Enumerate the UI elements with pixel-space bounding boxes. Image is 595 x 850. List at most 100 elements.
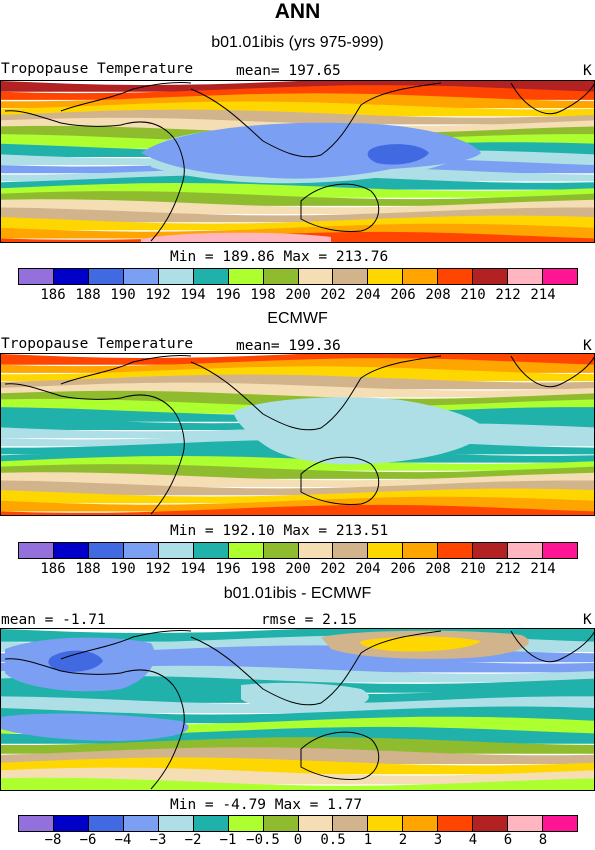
- colorbar-tick-label: −8: [44, 832, 62, 848]
- panel3-features: [1, 630, 529, 741]
- colorbar-tick-label: −2: [184, 832, 202, 848]
- colorbar-swatch: [333, 816, 369, 831]
- panel3-colorbar: [18, 815, 578, 832]
- panel2-features: [233, 397, 487, 465]
- colorbar-tick-label: 0: [293, 832, 303, 848]
- panel1-coastlines: [4, 82, 594, 242]
- colorbar-tick-label: 192: [145, 287, 171, 303]
- colorbar-swatch: [88, 543, 124, 558]
- colorbar-swatch: [228, 269, 264, 284]
- colorbar-tick-label: −4: [114, 832, 132, 848]
- europe-outline: [60, 82, 192, 112]
- colorbar-tick-label: 188: [75, 287, 101, 303]
- panel1-map: [0, 80, 595, 243]
- colorbar-swatch: [193, 543, 229, 558]
- panel3-coastlines: [4, 630, 594, 790]
- colorbar-tick-label: 190: [110, 561, 136, 577]
- asia-outline: [190, 630, 442, 706]
- europe-outline: [60, 630, 192, 660]
- colorbar-swatch: [123, 816, 159, 831]
- colorbar-tick-label: 198: [250, 561, 276, 577]
- colorbar-tick-label: 192: [145, 561, 171, 577]
- panel2-units: K: [583, 338, 592, 354]
- colorbar-swatch: [298, 269, 334, 284]
- colorbar-tick-label: 202: [320, 561, 346, 577]
- panel2-tropical-pool: [233, 397, 487, 465]
- panel1-features: [141, 122, 481, 242]
- colorbar-tick-label: 3: [433, 832, 443, 848]
- panel3-map: [0, 628, 595, 791]
- panel1-map-svg: [1, 81, 594, 242]
- panel3-colorbar-labels: −8 −6 −4 −3 −2 −1 −0.5 0 0.5 1 2 3 4 6 8: [18, 832, 578, 850]
- colorbar-swatch: [438, 816, 474, 831]
- colorbar-swatch: [368, 543, 404, 558]
- colorbar-tick-label: 214: [530, 561, 556, 577]
- panel1-mean: mean= 197.65: [236, 63, 341, 79]
- panel2-coastlines: [4, 355, 594, 515]
- colorbar-swatch: [403, 543, 439, 558]
- panel2-map-svg: [1, 354, 594, 515]
- colorbar-tick-label: 196: [215, 287, 241, 303]
- panel2-mean: mean= 199.36: [236, 338, 341, 354]
- colorbar-swatch: [403, 816, 439, 831]
- panel2-colorbar-labels: 186 188 190 192 194 196 198 200 202 204 206 208 210 2…: [18, 561, 578, 579]
- band-1: [1, 85, 594, 100]
- colorbar-tick-label: 206: [390, 287, 416, 303]
- colorbar-swatch: [298, 816, 334, 831]
- colorbar-swatch: [193, 269, 229, 284]
- band-15: [1, 472, 594, 487]
- colorbar-tick-label: −3: [149, 832, 167, 848]
- colorbar-swatch: [298, 543, 334, 558]
- africa-outline: [4, 383, 185, 515]
- australia-outline: [300, 183, 380, 232]
- south-america-outline: [510, 82, 594, 115]
- colorbar-swatch: [19, 816, 54, 831]
- colorbar-tick-label: −1: [219, 832, 237, 848]
- colorbar-tick-label: 200: [285, 561, 311, 577]
- colorbar-tick-label: 8: [538, 832, 548, 848]
- panel3-map-svg: [1, 629, 594, 790]
- panel1-field-label: Tropopause Temperature: [1, 61, 194, 77]
- colorbar-tick-label: 0.5: [320, 832, 346, 848]
- band-10: [1, 726, 594, 744]
- panel3-minmax: Min = -4.79 Max = 1.77: [170, 797, 363, 813]
- colorbar-swatch: [438, 269, 474, 284]
- colorbar-tick-label: 190: [110, 287, 136, 303]
- colorbar-swatch: [123, 543, 159, 558]
- panel3-south-pool: [1, 713, 189, 741]
- colorbar-swatch: [19, 269, 54, 284]
- colorbar-swatch: [158, 816, 194, 831]
- colorbar-swatch: [543, 543, 577, 558]
- panel1-cold-core: [141, 122, 481, 179]
- panel1-minmax: Min = 189.86 Max = 213.76: [170, 249, 389, 265]
- colorbar-tick-label: 206: [390, 561, 416, 577]
- panel1-colorbar-labels: 186 188 190 192 194 196 198 200 202 204 206 208 210 2…: [18, 287, 578, 305]
- colorbar-swatch: [543, 816, 577, 831]
- panel2-colorbar: [18, 542, 578, 559]
- colorbar-swatch: [53, 269, 89, 284]
- colorbar-swatch: [473, 269, 509, 284]
- colorbar-swatch: [263, 269, 299, 284]
- colorbar-tick-label: 210: [460, 561, 486, 577]
- colorbar-tick-label: 4: [468, 832, 478, 848]
- colorbar-tick-label: 2: [398, 832, 408, 848]
- asia-outline: [190, 355, 442, 431]
- colorbar-tick-label: 194: [180, 287, 206, 303]
- south-america-outline: [510, 630, 594, 663]
- colorbar-tick-label: 6: [503, 832, 513, 848]
- colorbar-swatch: [508, 269, 544, 284]
- colorbar-swatch: [53, 543, 89, 558]
- colorbar-swatch: [473, 543, 509, 558]
- colorbar-swatch: [228, 816, 264, 831]
- panel3-rmse: rmse = 2.15: [261, 612, 358, 628]
- panel1-title: b01.01ibis (yrs 975-999): [211, 34, 384, 51]
- australia-outline: [300, 456, 380, 505]
- band-1: [1, 358, 594, 373]
- panel3-mean: mean = -1.71: [1, 612, 106, 628]
- colorbar-tick-label: 210: [460, 287, 486, 303]
- panel2-minmax: Min = 192.10 Max = 213.51: [170, 523, 389, 539]
- panel1-coldest-core: [367, 144, 429, 165]
- colorbar-tick-label: 188: [75, 561, 101, 577]
- colorbar-tick-label: 196: [215, 561, 241, 577]
- colorbar-swatch: [158, 543, 194, 558]
